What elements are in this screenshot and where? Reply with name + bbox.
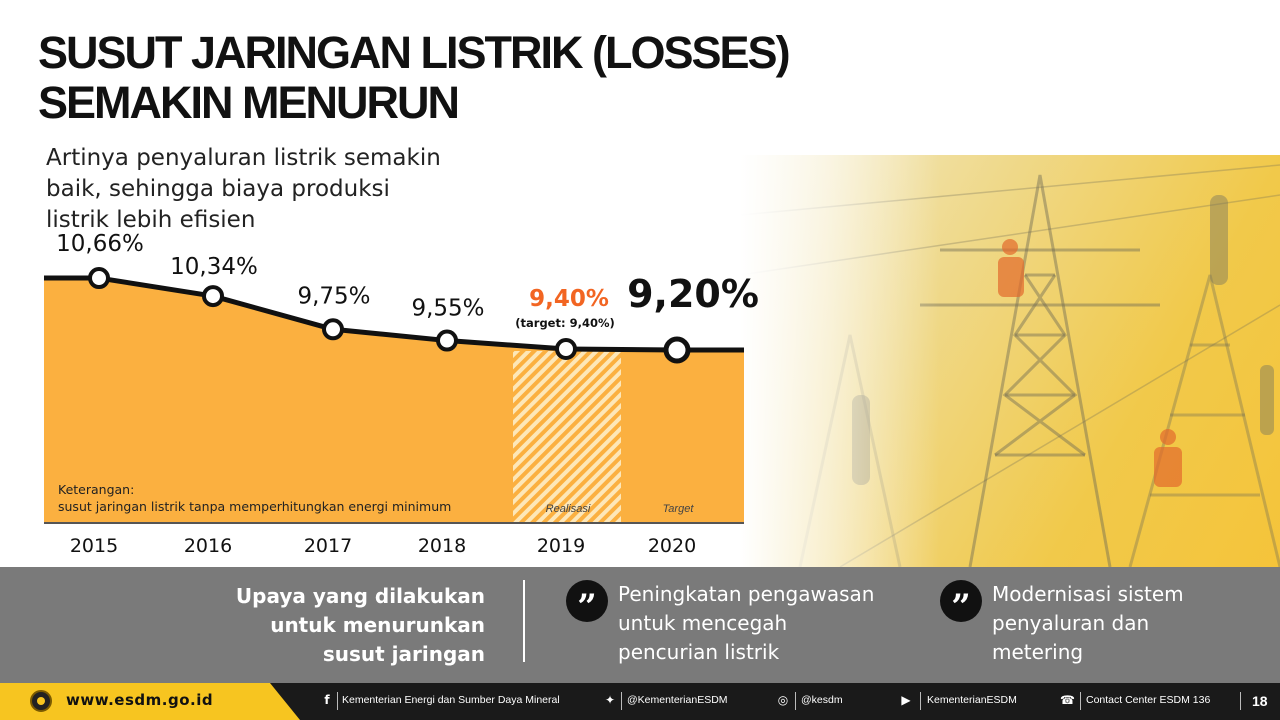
- website-link[interactable]: www.esdm.go.id: [66, 691, 214, 709]
- band-heading-line-3: susut jaringan: [322, 642, 485, 666]
- data-label: 9,40%: [529, 286, 609, 312]
- band-heading: Upaya yang dilakukan untuk menurunkan su…: [200, 582, 485, 669]
- note-text: susut jaringan listrik tanpa memperhitun…: [58, 499, 452, 514]
- band-item-1-line-3: pencurian listrik: [618, 640, 780, 664]
- band-item-2-line-1: Modernisasi sistem: [992, 582, 1184, 606]
- band-item-2-line-2: penyaluran dan: [992, 611, 1150, 635]
- x-tick-label: 2015: [70, 535, 118, 557]
- x-tick-label: 2020: [648, 535, 696, 557]
- footer-separator: [1080, 692, 1081, 710]
- data-point: [436, 329, 458, 352]
- band-item-2-line-3: metering: [992, 640, 1084, 664]
- quote-icon: ”: [566, 580, 608, 627]
- data-label: 9,75%: [297, 283, 370, 309]
- instagram-icon[interactable]: ◎: [777, 693, 789, 707]
- photo-fade: [740, 155, 940, 567]
- subtitle-line-3: listrik lebih efisien: [46, 207, 256, 233]
- x-tick-label: 2016: [184, 535, 232, 557]
- footer-separator: [795, 692, 796, 710]
- x-tick-label: 2017: [304, 535, 352, 557]
- band-divider: [523, 580, 525, 662]
- target-annotation: (target: 9,40%): [515, 316, 614, 330]
- band-item-modernization: Modernisasi sistem penyaluran dan meteri…: [992, 580, 1262, 667]
- losses-area-chart: 10,66% 10,34% 9,75% 9,55% 9,40% 9,20% (target:…: [44, 231, 759, 557]
- page-number: 18: [1252, 693, 1268, 709]
- band-heading-line-1: Upaya yang dilakukan: [235, 584, 485, 608]
- quote-icon: ”: [940, 580, 982, 627]
- footer-separator: [337, 692, 338, 710]
- band-item-1-line-1: Peningkatan pengawasan: [618, 582, 875, 606]
- title-line-1: SUSUT JARINGAN LISTRIK (LOSSES): [38, 27, 791, 78]
- youtube-icon[interactable]: ▶: [901, 693, 911, 707]
- note-heading: Keterangan:: [58, 482, 135, 497]
- band-item-1-line-2: untuk mencegah: [618, 611, 788, 635]
- phone-icon[interactable]: ☎: [1060, 693, 1075, 707]
- subtitle-line-1: Artinya penyaluran listrik semakin: [46, 145, 441, 171]
- data-label: 10,66%: [56, 231, 144, 257]
- x-tick-label: 2018: [418, 535, 466, 557]
- contact-center: Contact Center ESDM 136: [1086, 694, 1211, 706]
- instagram-link[interactable]: @kesdm: [801, 694, 843, 706]
- facebook-link[interactable]: Kementerian Energi dan Sumber Daya Miner…: [342, 694, 560, 706]
- band-heading-line-2: untuk menurunkan: [270, 613, 485, 637]
- footer-separator: [920, 692, 921, 710]
- series-line: [44, 275, 744, 353]
- twitter-link[interactable]: @KementerianESDM: [627, 694, 728, 706]
- data-point: [88, 267, 110, 290]
- data-label: 9,55%: [411, 296, 484, 322]
- data-point: [663, 336, 691, 364]
- data-point: [322, 318, 344, 341]
- slide-title: SUSUT JARINGAN LISTRIK (LOSSES) SEMAKIN …: [38, 28, 938, 128]
- twitter-icon[interactable]: ✦: [604, 693, 616, 707]
- band-item-supervision: Peningkatan pengawasan untuk mencegah pe…: [618, 580, 918, 667]
- esdm-logo-icon: [30, 690, 52, 712]
- data-point: [555, 338, 577, 360]
- data-point: [202, 285, 224, 308]
- subtitle-line-2: baik, sehingga biaya produksi: [46, 176, 390, 202]
- data-label: 9,20%: [627, 272, 759, 316]
- action-band: [0, 567, 1280, 683]
- slide-subtitle: Artinya penyaluran listrik semakin baik,…: [46, 143, 486, 236]
- footer-separator: [621, 692, 622, 710]
- footer-separator: [1240, 692, 1241, 710]
- x-tick-label: 2019: [537, 535, 585, 557]
- youtube-link[interactable]: KementerianESDM: [927, 694, 1017, 706]
- facebook-icon[interactable]: f: [324, 693, 330, 707]
- section-label: Target: [663, 503, 695, 515]
- title-line-2: SEMAKIN MENURUN: [38, 77, 460, 128]
- chart-note: Keterangan: susut jaringan listrik tanpa…: [58, 481, 498, 515]
- section-label: Realisasi: [546, 503, 591, 515]
- realisasi-section: [513, 351, 621, 522]
- data-label: 10,34%: [170, 254, 258, 280]
